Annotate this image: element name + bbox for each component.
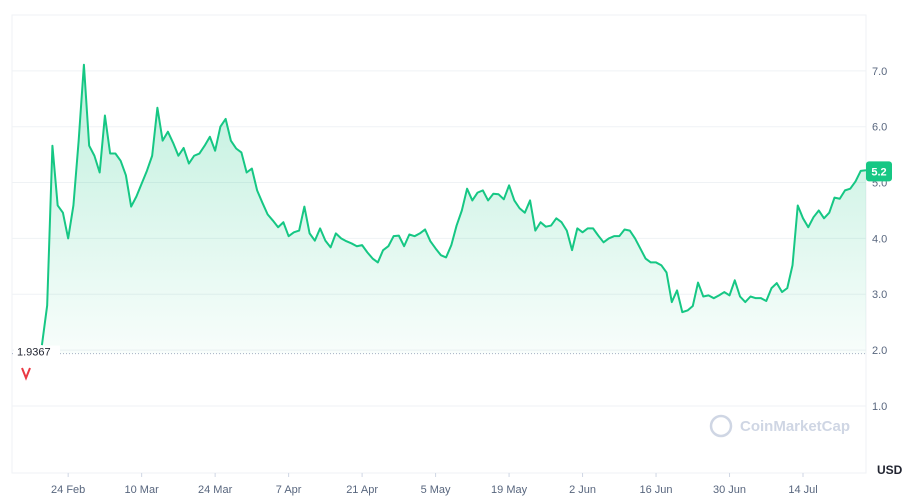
reference-label: 1.9367 [17,347,51,359]
x-tick-label: 2 Jun [569,484,596,496]
price-area [41,64,866,354]
y-tick-label: 6.0 [872,122,887,134]
y-tick-label: 7.0 [872,66,887,78]
reference-label-bg [14,345,60,360]
y-tick-label: 2.0 [872,345,887,357]
y-unit: USD [877,463,903,477]
watermark-logo [709,414,733,438]
watermark-text: CoinMarketCap [740,418,850,435]
watermark: CoinMarketCap [709,414,850,438]
x-tick-label: 24 Feb [51,484,85,496]
x-tick-label: 30 Jun [713,484,746,496]
x-tick-label: 5 May [421,484,451,496]
x-tick-label: 14 Jul [788,484,817,496]
x-tick-label: 21 Apr [346,484,378,496]
x-tick-label: 7 Apr [276,484,302,496]
x-tick-label: 24 Mar [198,484,233,496]
y-tick-label: 1.0 [872,401,887,413]
price-line [40,63,867,346]
y-tick-label: 3.0 [872,289,887,301]
x-tick-label: 16 Jun [640,484,673,496]
last-price-label: 5.2 [871,166,886,178]
down-arrow-icon [21,367,31,381]
x-tick-label: 10 Mar [125,484,160,496]
y-tick-label: 4.0 [872,233,887,245]
axes: 1.02.03.04.05.06.07.024 Feb 10 Mar 24 Mar 7… [12,66,887,496]
x-tick-label: 19 May [491,484,528,496]
last-price-badge [866,161,892,182]
